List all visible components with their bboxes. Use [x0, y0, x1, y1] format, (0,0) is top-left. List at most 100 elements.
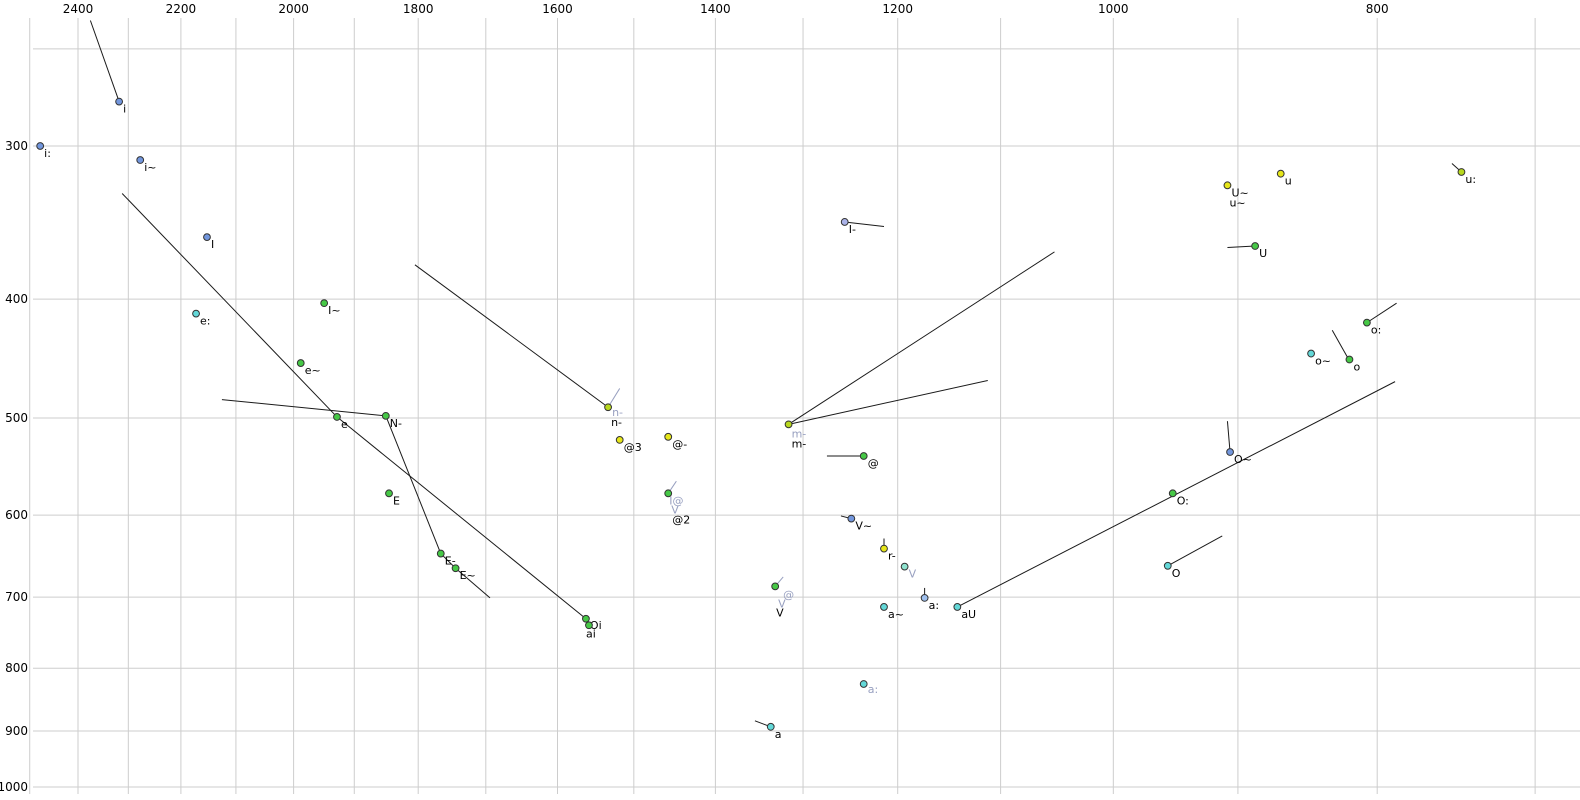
- x-tick-label-2400: 2400: [63, 2, 94, 16]
- vowel-label-@: @: [783, 588, 794, 601]
- vowel-label-@: @: [868, 457, 879, 470]
- vowel-label-Oi: Oi: [590, 619, 602, 632]
- vowel-label-O:: O:: [1177, 494, 1189, 507]
- vowel-point-a~: [880, 603, 888, 611]
- y-tick-label-1000: 1000: [0, 780, 28, 794]
- trace-segment: [455, 567, 491, 599]
- trace-segment: [788, 380, 988, 425]
- x-tick-label-2200: 2200: [166, 2, 197, 16]
- vowel-point-E-: [436, 549, 445, 558]
- vowel-label-o~: o~: [1315, 355, 1331, 368]
- trace-segment: [1227, 245, 1256, 248]
- vowel-label-m-: m-: [792, 437, 807, 450]
- vowel-point-E~: [451, 564, 460, 573]
- vowel-point-I-: [840, 218, 849, 226]
- vowel-point-ai: [585, 621, 593, 630]
- vowel-point-u:: [1457, 168, 1466, 176]
- vowel-point-n-: [604, 403, 612, 412]
- trace-segment: [1167, 535, 1223, 567]
- vowel-label-i:: i:: [44, 147, 51, 160]
- vowel-point-E: [385, 489, 393, 498]
- y-tick-label-600: 600: [5, 508, 28, 522]
- vowel-label-@2: @2: [672, 513, 690, 526]
- vowel-label-V: V: [671, 503, 679, 516]
- trace-segment: [844, 221, 885, 228]
- vowel-point-i: [115, 97, 124, 106]
- vowel-label-N-: N-: [390, 417, 402, 430]
- vowel-point-o~: [1307, 349, 1315, 358]
- vowel-point-a: [766, 722, 775, 731]
- vowel-point-U~: [1223, 181, 1232, 190]
- vowel-label-E~: E~: [460, 569, 476, 582]
- vowel-point-i~: [136, 156, 145, 164]
- vowel-point-I~: [320, 299, 329, 308]
- vowel-point-e: [333, 413, 341, 421]
- vowel-point-O: [1163, 561, 1172, 570]
- trace-segment: [89, 20, 120, 102]
- trace-segment: [1331, 329, 1350, 361]
- vowel-point-O~: [1226, 448, 1234, 456]
- vowel-point-@: [859, 452, 868, 460]
- vowel-label-o:: o:: [1371, 324, 1381, 337]
- vowel-point-e~: [296, 359, 305, 367]
- vowel-point-N-: [381, 411, 390, 420]
- vowel-label-n-: n-: [611, 416, 622, 429]
- x-tick-label-1000: 1000: [1098, 2, 1129, 16]
- vowel-label-u~: u~: [1229, 196, 1245, 209]
- vowel-point-Oi: [582, 614, 590, 623]
- vowel-label-a: a: [775, 728, 782, 741]
- vowel-point-aU: [953, 603, 962, 611]
- x-tick-label-1600: 1600: [542, 2, 573, 16]
- trace-segment: [414, 264, 609, 408]
- vowel-label-r-: r-: [888, 550, 896, 563]
- vowel-label-o: o: [1353, 361, 1360, 374]
- vowel-label-I@: I@: [669, 494, 683, 507]
- vowel-label-I: I: [211, 238, 214, 251]
- vowel-label-U: U: [1259, 247, 1267, 260]
- y-tick-label-400: 400: [5, 292, 28, 306]
- vowel-label-O: O: [1172, 567, 1181, 580]
- vowel-label-V: V: [776, 606, 784, 619]
- vowel-point-a:: [920, 593, 929, 602]
- y-tick-label-300: 300: [5, 139, 28, 153]
- vowel-label-i~: i~: [144, 161, 156, 174]
- vowel-point-@2: [664, 489, 673, 498]
- vowel-point-a:: [859, 680, 868, 688]
- trace-segment: [221, 399, 386, 417]
- trace-segment: [788, 251, 1055, 425]
- vowel-label-V~: V~: [855, 520, 872, 533]
- vowel-label-U~: U~: [1231, 186, 1248, 199]
- x-tick-label-2000: 2000: [278, 2, 309, 16]
- x-tick-label-800: 800: [1366, 2, 1389, 16]
- vowel-point-@-: [664, 432, 673, 441]
- vowel-point-e:: [192, 309, 200, 318]
- vowel-label-a~: a~: [888, 608, 904, 621]
- vowel-point-@3: [615, 435, 624, 444]
- vowel-label-e:: e:: [200, 315, 210, 328]
- vowel-label-a:: a:: [868, 683, 878, 696]
- trace-segment: [121, 193, 338, 418]
- vowel-label-a:: a:: [929, 599, 939, 612]
- vowel-label-aU: aU: [961, 608, 976, 621]
- trace-segment: [1226, 421, 1231, 453]
- vowel-point-V~: [847, 514, 856, 523]
- vowel-label-u:: u:: [1465, 173, 1476, 186]
- vowel-label-u: u: [1285, 175, 1292, 188]
- vowel-label-E-: E-: [445, 555, 456, 568]
- vowel-label-O~: O~: [1234, 453, 1252, 466]
- y-tick-label-800: 800: [5, 661, 28, 675]
- vowel-label-@-: @-: [672, 438, 687, 451]
- vowel-label-@3: @3: [624, 441, 642, 454]
- vowel-label-I-: I-: [849, 223, 856, 236]
- y-tick-label-900: 900: [5, 724, 28, 738]
- vowel-point-U: [1251, 242, 1260, 250]
- y-tick-label-700: 700: [5, 590, 28, 604]
- x-tick-label-1800: 1800: [403, 2, 434, 16]
- vowel-label-V: V: [909, 568, 917, 581]
- vowel-point-V: [900, 562, 909, 571]
- vowel-label-I~: I~: [328, 304, 340, 317]
- vowel-label-e~: e~: [305, 364, 321, 377]
- vowel-point-r-: [880, 544, 888, 553]
